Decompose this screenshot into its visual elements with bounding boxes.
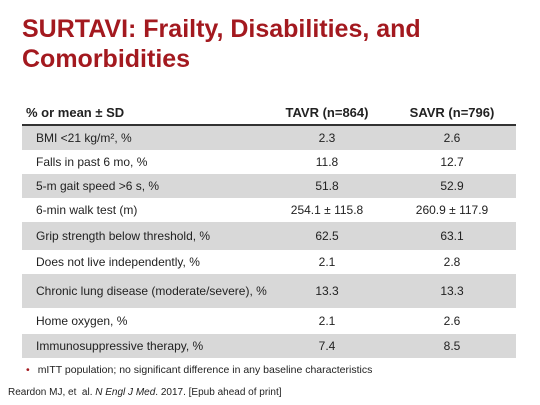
reference-journal: N Engl J Med [95,387,156,398]
value-cell: 13.3 [315,284,339,298]
value-cell: 8.5 [443,339,461,353]
value-cell: 2.6 [443,131,461,145]
table-row: Falls in past 6 mo, % 11.8 12.7 [22,150,516,174]
value-cell: 62.5 [315,229,339,243]
value-cell: 260.9 ± 117.9 [415,203,489,217]
value-cell: 2.6 [443,314,461,328]
table-header: % or mean ± SD TAVR (n=864) SAVR (n=796) [22,100,516,126]
value-cell: 52.9 [440,179,464,193]
header-cell: % or mean ± SD [26,104,125,120]
row-label: 6-min walk test (m) [36,203,138,217]
value-cell: 51.8 [315,179,339,193]
value-cell: 2.3 [318,131,336,145]
row-label: Grip strength below threshold, % [36,229,211,243]
row-label: Immunosuppressive therapy, % [36,339,204,353]
row-label: Does not live independently, % [36,255,200,269]
table-row: Home oxygen, % 2.1 2.6 [22,308,516,334]
table: % or mean ± SD TAVR (n=864) SAVR (n=796)… [22,100,516,358]
header-cell: SAVR (n=796) [409,104,495,120]
bullet: • [26,364,30,376]
footnote-text: mITT population; no significant differen… [37,364,373,376]
table-row: Immunosuppressive therapy, % 7.4 8.5 [22,334,516,358]
row-label: Falls in past 6 mo, % [36,155,148,169]
table-row: BMI <21 kg/m², % 2.3 2.6 [22,126,516,150]
table-row: 5-m gait speed >6 s, % 51.8 52.9 [22,174,516,198]
row-label: 5-m gait speed >6 s, % [36,179,160,193]
table-row: Chronic lung disease (moderate/severe), … [22,274,516,308]
row-label: BMI <21 kg/m², % [36,131,132,145]
reference-text: Reardon MJ, et al. [8,387,96,398]
value-cell: 2.1 [318,255,336,269]
table-row: Grip strength below threshold, % 62.5 63.1 [22,222,516,250]
value-cell: 2.1 [318,314,336,328]
row-label: Home oxygen, % [36,314,128,328]
slide-title: SURTAVI: Frailty, Disabilities, and Como… [22,15,421,73]
value-cell: 12.7 [440,155,464,169]
value-cell: 11.8 [315,155,339,169]
reference-text: . 2017. [Epub ahead of print] [155,387,282,398]
value-cell: 13.3 [440,284,464,298]
table-row: 6-min walk test (m) 254.1 ± 115.8 260.9 ± … [22,198,516,222]
footnote: • mITT population; no significant differe… [26,364,372,376]
table-row: Does not live independently, % 2.1 2.8 [22,250,516,274]
value-cell: 2.8 [443,255,461,269]
value-cell: 254.1 ± 115.8 [290,203,364,217]
value-cell: 63.1 [440,229,464,243]
reference: Reardon MJ, et al. N Engl J Med. 2017. [… [8,387,282,398]
header-cell: TAVR (n=864) [285,104,369,120]
value-cell: 7.4 [318,339,336,353]
row-label: Chronic lung disease (moderate/severe), … [36,284,267,298]
